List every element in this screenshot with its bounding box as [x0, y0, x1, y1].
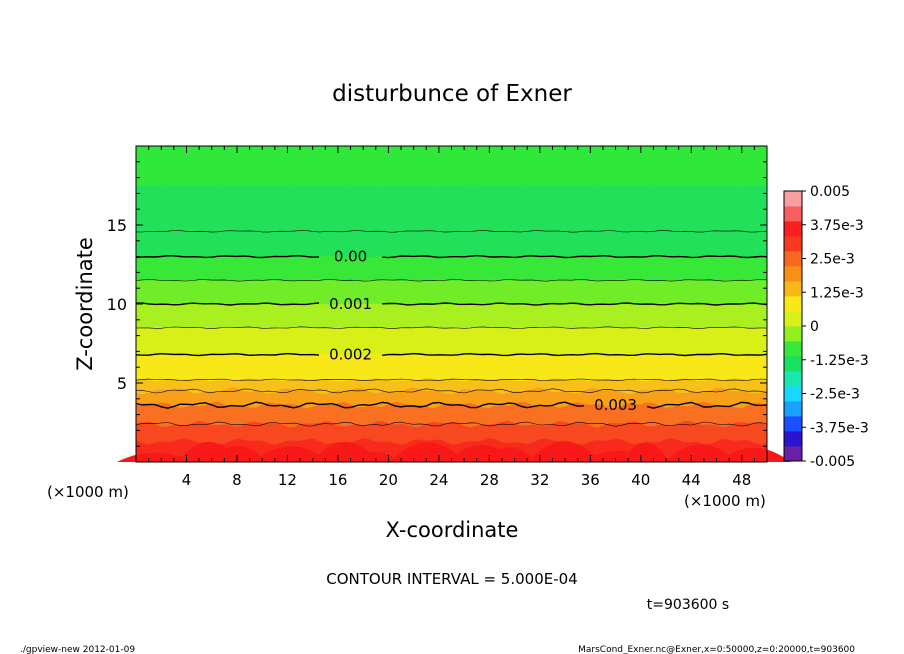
contour-label: 0.003 — [594, 396, 637, 414]
z-axis-ticks: 5 10 15 — [107, 161, 767, 447]
colorbar-segment — [784, 266, 802, 282]
contour-label: 0.002 — [329, 346, 372, 364]
contour-line-major — [135, 302, 320, 306]
colorbar-label: -2.5e-3 — [810, 387, 860, 403]
z-tick-label: 15 — [107, 216, 127, 235]
colorbar-segment — [784, 401, 802, 417]
colorbar-label: -1.25e-3 — [810, 353, 869, 369]
z-tick-label: 10 — [107, 295, 127, 314]
contour-line-minor — [135, 279, 768, 282]
colorbar-label: 3.75e-3 — [810, 218, 864, 234]
contour-line-major — [382, 254, 768, 259]
x-tick-label: 32 — [530, 471, 549, 489]
colorbar-label: 0.005 — [810, 184, 850, 200]
colorbar-label: 0 — [810, 319, 819, 335]
colorbar-segment — [784, 311, 802, 327]
x-tick-label: 40 — [631, 471, 650, 489]
colorbar-segment — [784, 446, 802, 462]
x-axis-label: X-coordinate — [386, 518, 519, 542]
colorbar-labels: 0.005 3.75e-3 2.5e-3 1.25e-3 0 -1.25e-3 -2.5e-… — [802, 184, 869, 470]
contour-label: 0.001 — [329, 295, 372, 313]
surface-blob — [621, 442, 670, 462]
colorbar-segment — [784, 206, 802, 222]
colorbar-segment — [784, 386, 802, 402]
colorbar — [783, 190, 803, 462]
x-tick-label: 28 — [480, 471, 499, 489]
contour-line-major — [382, 302, 768, 306]
colorbar-segment — [784, 281, 802, 297]
colorbar-label: 2.5e-3 — [810, 252, 855, 268]
y-axis-label: Z-coordinate — [73, 237, 97, 371]
x-tick-label: 44 — [682, 471, 701, 489]
x-tick-label: 12 — [278, 471, 297, 489]
colorbar-segment — [784, 251, 802, 267]
contour-line-minor — [135, 326, 768, 329]
colorbar-label: -0.005 — [810, 454, 855, 470]
chart-title: disturbunce of Exner — [332, 81, 572, 107]
x-tick-label: 8 — [232, 471, 242, 489]
time-text: t=903600 s — [647, 597, 729, 613]
surface-blob — [664, 444, 737, 462]
surface-blob — [483, 447, 536, 462]
colorbar-segment — [784, 296, 802, 312]
contour-line-major — [135, 401, 585, 409]
colorbar-segment — [784, 416, 802, 432]
x-tick-label: 24 — [429, 471, 448, 489]
colorbar-segment — [784, 356, 802, 372]
colorbar-label: 1.25e-3 — [810, 285, 864, 301]
surface-blob — [717, 447, 791, 462]
contour-label: 0.00 — [334, 248, 367, 266]
contour-line-major — [646, 401, 768, 409]
z-tick-label: 5 — [117, 374, 127, 393]
x-tick-label: 36 — [581, 471, 600, 489]
x-axis-unit-right: (×1000 m) — [684, 492, 766, 510]
x-tick-label: 4 — [182, 471, 192, 489]
contour-line-major — [135, 254, 320, 259]
x-axis-unit-left: (×1000 m) — [47, 483, 129, 501]
colorbar-segment — [784, 326, 802, 342]
x-tick-label: 48 — [732, 471, 751, 489]
surface-blob — [527, 441, 602, 462]
surface-blob — [390, 442, 466, 462]
surface-blob — [207, 445, 267, 462]
colorbar-segment — [784, 236, 802, 252]
footer-left: ./gpview-new 2012-01-09 — [20, 645, 135, 654]
colorbar-label: -3.75e-3 — [810, 420, 869, 436]
contour-line-minor — [135, 230, 768, 233]
contour-labels: 0.00 0.001 0.002 0.003 — [329, 248, 637, 415]
footer-right: MarsCond_Exner.nc@Exner,x=0:50000,z=0:20… — [578, 645, 855, 654]
contour-line-major — [382, 352, 768, 357]
surface-blob — [253, 446, 330, 462]
contour-line-major — [135, 352, 320, 357]
colorbar-segment — [784, 191, 802, 207]
contour-interval-text: CONTOUR INTERVAL = 5.000E-04 — [326, 570, 577, 588]
contour-field — [116, 146, 791, 462]
x-tick-label: 20 — [379, 471, 398, 489]
colorbar-segment — [784, 221, 802, 237]
colorbar-segment — [784, 371, 802, 387]
x-tick-label: 16 — [328, 471, 347, 489]
contour-lines — [135, 230, 768, 427]
contour-line-minor — [135, 421, 768, 427]
surface-blob — [345, 451, 402, 462]
contour-line-minor — [135, 388, 768, 394]
colorbar-segment — [784, 431, 802, 447]
colorbar-segment — [784, 341, 802, 357]
contour-line-minor — [135, 378, 768, 382]
x-axis-ticks: 4 8 12 16 20 24 28 32 36 40 44 48 — [148, 146, 768, 489]
